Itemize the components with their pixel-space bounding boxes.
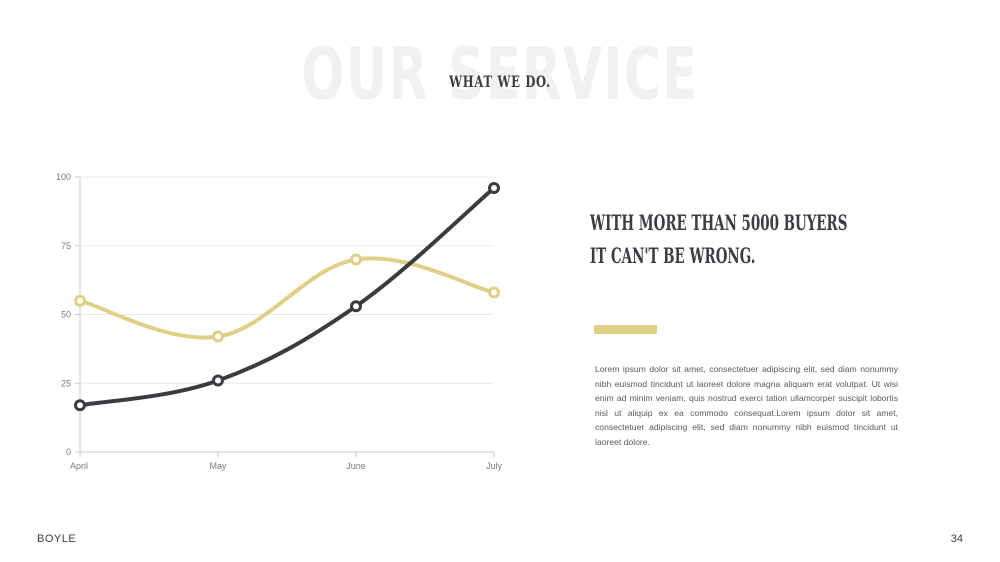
page-number: 34 (950, 533, 963, 545)
accent-bar (594, 325, 657, 334)
data-point (350, 253, 362, 266)
chart-tick-labels: 0 25 50 75 100 April May June July (56, 172, 503, 471)
data-point (74, 399, 86, 412)
footer-brand: BOYLE (37, 533, 77, 545)
y-tick-label: 25 (61, 378, 71, 388)
data-point (488, 286, 500, 299)
data-point (74, 294, 86, 307)
chart-axes (75, 176, 495, 457)
chart-grid (80, 176, 494, 384)
y-tick-label: 0 (66, 447, 71, 457)
section-subtitle: WHAT WE DO. (449, 72, 551, 91)
headline: WITH MORE THAN 5000 BUYERS IT CAN'T BE W… (590, 210, 848, 268)
x-tick-label: May (209, 461, 227, 471)
background-title: OUR SERVICE (301, 32, 699, 116)
series-line (78, 256, 496, 340)
x-tick-label: April (70, 461, 88, 471)
chart-series (74, 182, 500, 412)
x-tick-label: July (486, 461, 503, 471)
y-tick-label: 100 (56, 172, 71, 182)
data-point (212, 374, 224, 387)
x-tick-label: June (346, 461, 366, 471)
series-line (78, 186, 496, 408)
data-point (212, 330, 224, 343)
data-point (350, 300, 362, 313)
data-point (488, 182, 500, 194)
y-tick-label: 50 (61, 310, 71, 320)
body-text: Lorem ipsum dolor sit amet, consectetuer… (595, 364, 898, 447)
y-tick-label: 75 (61, 241, 71, 251)
